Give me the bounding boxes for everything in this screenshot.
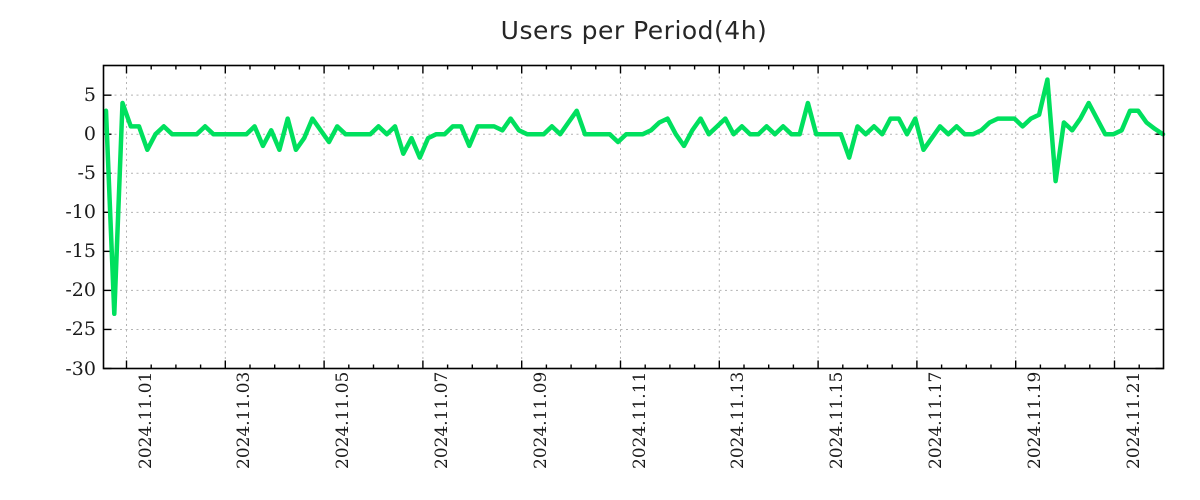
x-tick-label: 2024.11.05 bbox=[333, 371, 354, 469]
chart-title: Users per Period(4h) bbox=[500, 16, 768, 45]
y-tick-label: 0 bbox=[83, 123, 96, 146]
data-line bbox=[103, 77, 1166, 317]
x-tick-label: 2024.11.21 bbox=[1123, 371, 1144, 469]
y-tick-label: 5 bbox=[83, 84, 96, 107]
y-tick-label: -20 bbox=[65, 279, 96, 302]
y-tick-label: -15 bbox=[65, 240, 96, 263]
x-tick-label: 2024.11.15 bbox=[827, 371, 848, 469]
x-tick-label: 2024.11.07 bbox=[431, 371, 452, 469]
x-tick-label: 2024.11.03 bbox=[234, 371, 255, 469]
y-tick-label: -10 bbox=[65, 201, 96, 224]
x-tick-label: 2024.11.13 bbox=[728, 371, 749, 469]
y-tick-label: -30 bbox=[65, 357, 96, 380]
x-tick-label: 2024.11.01 bbox=[135, 371, 156, 469]
x-tick-label: 2024.11.19 bbox=[1024, 371, 1045, 469]
x-tick-label: 2024.11.09 bbox=[530, 371, 551, 469]
x-tick-label: 2024.11.17 bbox=[925, 371, 946, 469]
y-tick-label: -25 bbox=[65, 318, 96, 341]
x-tick-label: 2024.11.11 bbox=[629, 371, 650, 469]
plot-border bbox=[102, 64, 1165, 370]
y-tick-label: -5 bbox=[77, 162, 96, 185]
